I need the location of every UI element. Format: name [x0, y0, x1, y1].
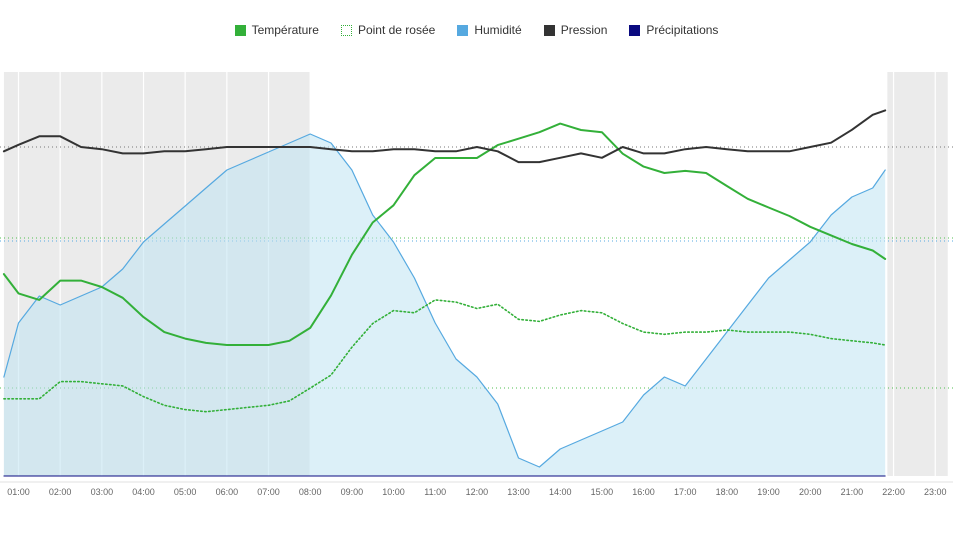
legend-swatch — [457, 24, 469, 36]
x-tick-label: 05:00 — [174, 487, 197, 497]
legend-label: Température — [251, 23, 319, 37]
legend-item[interactable]: Point de rosée — [340, 23, 436, 37]
x-tick-label: 09:00 — [341, 487, 364, 497]
x-axis: 01:00 02:00 03:00 04:00 05:00 06:00 07:00 08:00… — [0, 481, 953, 497]
x-tick-label: 11:00 — [424, 487, 446, 497]
series-line — [2, 122, 887, 346]
x-tick-label: 07:00 — [257, 487, 280, 497]
x-tick-label: 03:00 — [91, 487, 114, 497]
x-tick-label: 17:00 — [674, 487, 697, 497]
series-line — [2, 109, 887, 164]
x-tick-label: 23:00 — [924, 487, 947, 497]
x-tick-label: 04:00 — [132, 487, 155, 497]
legend-label: Humidité — [474, 23, 522, 37]
x-tick-label: 19:00 — [757, 487, 780, 497]
x-tick-label: 01:00 — [7, 487, 30, 497]
night-band — [887, 72, 948, 476]
series-line — [3, 133, 886, 468]
humidity-area — [3, 134, 886, 476]
x-tick-label: 12:00 — [466, 487, 489, 497]
legend-swatch — [340, 24, 352, 36]
series-layer — [2, 109, 887, 477]
x-tick-label: 16:00 — [632, 487, 655, 497]
legend-item[interactable]: Température — [234, 23, 319, 37]
x-tick-label: 14:00 — [549, 487, 572, 497]
legend-item[interactable]: Humidité — [457, 23, 522, 37]
x-tick-label: 02:00 — [49, 487, 72, 497]
x-tick-label: 08:00 — [299, 487, 322, 497]
legend: Température Point de rosée Humidité Pressio… — [0, 20, 953, 40]
x-tick-label: 21:00 — [841, 487, 864, 497]
legend-label: Pression — [560, 23, 608, 37]
x-tick-label: 20:00 — [799, 487, 822, 497]
x-tick-label: 06:00 — [216, 487, 239, 497]
x-tick-label: 13:00 — [507, 487, 530, 497]
x-tick-label: 15:00 — [591, 487, 614, 497]
legend-swatch — [629, 24, 641, 36]
legend-label: Point de rosée — [357, 23, 436, 37]
series-line — [3, 299, 886, 413]
x-tick-label: 10:00 — [382, 487, 405, 497]
legend-item[interactable]: Précipitations — [629, 23, 718, 37]
legend-item[interactable]: Pression — [543, 23, 608, 37]
x-tick-label: 18:00 — [716, 487, 739, 497]
legend-swatch — [543, 24, 555, 36]
legend-swatch — [234, 24, 246, 36]
legend-label: Précipitations — [646, 23, 719, 37]
x-tick-label: 22:00 — [882, 487, 905, 497]
